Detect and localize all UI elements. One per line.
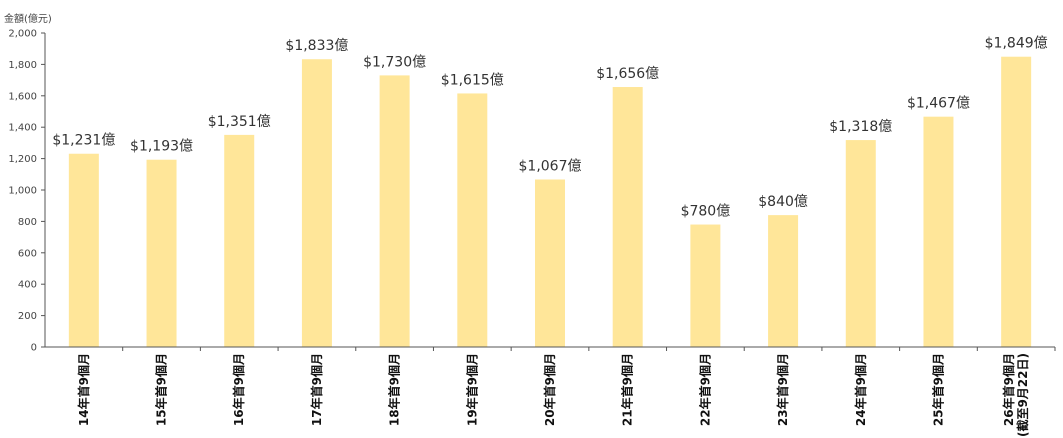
x-category-label: 21年首9個月 xyxy=(620,353,635,426)
x-category-label: (截至9月22日) xyxy=(1015,353,1030,437)
bar xyxy=(224,134,255,347)
x-category-label: 15年首9個月 xyxy=(154,353,169,426)
x-category-label: 19年首9個月 xyxy=(464,353,479,426)
y-tick-label: 0 xyxy=(31,343,37,354)
y-tick-label: 1,200 xyxy=(8,154,37,165)
data-label: $1,351億 xyxy=(208,114,271,130)
y-tick-label: 2,000 xyxy=(8,29,37,40)
bars-group xyxy=(68,56,1032,348)
bar xyxy=(845,140,876,347)
x-axis: 14年首9個月 15年首9個月 16年首9個月 17年首9個月 18年首9個月 19年首9… xyxy=(45,346,1056,437)
y-tick-label: 1,400 xyxy=(8,123,37,134)
data-label: $1,656億 xyxy=(596,66,659,82)
data-label: $1,318億 xyxy=(829,119,892,135)
data-label: $1,467億 xyxy=(907,96,970,112)
data-label: $1,833億 xyxy=(285,38,348,54)
y-tick-label: 1,800 xyxy=(8,60,37,71)
x-category-label: 14年首9個月 xyxy=(76,353,91,426)
y-tick-label: 1,000 xyxy=(8,186,37,197)
data-label: $780億 xyxy=(681,204,731,220)
data-label: $1,193億 xyxy=(130,139,193,155)
bar xyxy=(923,116,954,347)
bar xyxy=(301,59,332,348)
y-tick-label: 1,600 xyxy=(8,91,37,102)
y-tick-label: 200 xyxy=(18,311,37,322)
data-label: $1,615億 xyxy=(441,72,504,88)
bar xyxy=(768,215,799,347)
x-category-label: 26年首9個月 xyxy=(1001,353,1016,426)
data-label: $1,730億 xyxy=(363,54,426,70)
x-category-label: 24年首9個月 xyxy=(853,353,868,426)
data-label: $840億 xyxy=(758,194,808,210)
bar xyxy=(612,87,643,348)
x-category-label: 23年首9個月 xyxy=(775,353,790,426)
y-tick-label: 400 xyxy=(18,280,37,291)
y-axis: 0 200 400 600 800 1,000 1,200 1,400 1,600 1,800 2,… xyxy=(8,29,46,354)
x-category-label: 20年首9個月 xyxy=(542,353,557,426)
bar xyxy=(457,93,488,347)
x-category-label: 25年首9個月 xyxy=(930,353,945,426)
bar xyxy=(535,179,565,347)
bar xyxy=(1001,56,1032,347)
data-label: $1,067億 xyxy=(519,158,582,174)
x-category-label: 17年首9個月 xyxy=(309,353,324,426)
y-tick-label: 600 xyxy=(18,248,37,259)
y-tick-label: 800 xyxy=(18,217,37,228)
data-label: $1,849億 xyxy=(985,36,1048,52)
y-axis-title: 金額(億元) xyxy=(4,12,52,25)
data-label: $1,231億 xyxy=(52,133,115,149)
bar xyxy=(379,75,410,347)
bar xyxy=(68,153,99,347)
x-category-label: 18年首9個月 xyxy=(387,353,402,426)
bar xyxy=(146,159,177,347)
bar xyxy=(690,224,721,347)
x-category-label: 16年首9個月 xyxy=(231,353,246,426)
data-labels-group: $1,231億 $1,193億 $1,351億 $1,833億 $1,730億 $1,61… xyxy=(52,36,1047,220)
x-category-label: 22年首9個月 xyxy=(697,353,712,426)
